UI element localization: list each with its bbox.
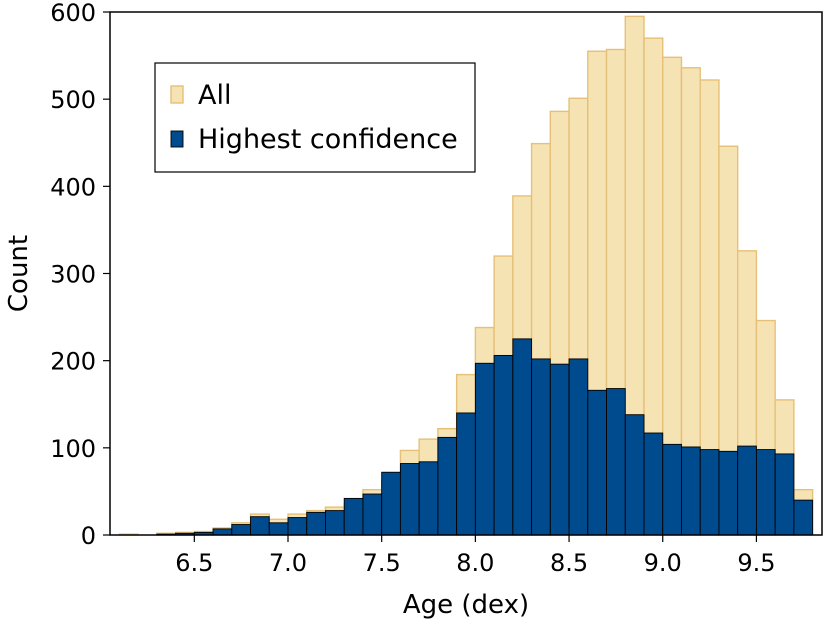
bar-highest-confidence-31 [699, 449, 720, 536]
bar-highest-confidence-21 [512, 338, 533, 536]
x-tick-label: 6.5 [175, 549, 213, 577]
bar-highest-confidence-14 [381, 471, 401, 536]
bars-highest-confidence-series [156, 338, 814, 536]
y-tick-label: 200 [50, 348, 96, 376]
bar-highest-confidence-25 [587, 389, 607, 536]
x-axis: 6.5 7.0 7.5 8.0 8.5 9.0 9.5 [175, 535, 776, 577]
bar-highest-confidence-13 [362, 493, 383, 536]
legend-label-all: All [198, 80, 231, 111]
bar-highest-confidence-24 [568, 358, 589, 536]
y-axis: 0 100 200 300 400 500 600 [50, 0, 110, 550]
bar-highest-confidence-9 [287, 517, 308, 536]
bar-highest-confidence-22 [531, 358, 551, 536]
bar-highest-confidence-7 [250, 516, 270, 536]
bar-highest-confidence-29 [662, 443, 682, 536]
x-tick-label: 9.5 [737, 549, 775, 577]
y-tick-label: 600 [50, 0, 96, 27]
x-axis-label: Age (dex) [403, 590, 529, 620]
bar-highest-confidence-26 [606, 388, 626, 536]
x-tick-label: 7.0 [269, 549, 307, 577]
legend: All Highest confidence [154, 62, 476, 173]
legend-swatch-highest-confidence [170, 130, 184, 148]
bar-highest-confidence-27 [624, 414, 645, 536]
bar-highest-confidence-17 [437, 436, 458, 536]
y-tick-label: 400 [50, 173, 96, 201]
bar-highest-confidence-30 [681, 446, 701, 536]
bar-highest-confidence-33 [737, 445, 757, 536]
bar-highest-confidence-11 [325, 510, 345, 536]
bar-highest-confidence-20 [493, 354, 514, 536]
bar-highest-confidence-6 [231, 524, 251, 536]
bar-highest-confidence-36 [793, 499, 814, 536]
x-tick-label: 7.5 [363, 549, 401, 577]
y-tick-label: 300 [50, 261, 96, 289]
bar-highest-confidence-23 [549, 363, 570, 536]
y-axis-label: Count [4, 235, 34, 312]
bar-highest-confidence-19 [474, 362, 495, 536]
bar-highest-confidence-32 [718, 450, 739, 536]
x-tick-label: 8.0 [456, 549, 494, 577]
x-tick-label: 8.5 [550, 549, 588, 577]
bar-highest-confidence-18 [456, 412, 476, 536]
y-tick-label: 100 [50, 435, 96, 463]
legend-label-highest-confidence: Highest confidence [198, 124, 458, 155]
bar-highest-confidence-12 [343, 497, 364, 536]
legend-box [154, 62, 476, 173]
bar-highest-confidence-34 [755, 449, 776, 536]
bar-highest-confidence-8 [268, 522, 289, 536]
bar-highest-confidence-35 [774, 453, 795, 536]
bar-highest-confidence-5 [212, 528, 233, 536]
y-tick-label: 500 [50, 86, 96, 114]
y-tick-label: 0 [81, 522, 96, 550]
bar-highest-confidence-15 [399, 463, 420, 536]
bar-highest-confidence-10 [306, 511, 326, 536]
x-tick-label: 9.0 [644, 549, 682, 577]
bar-highest-confidence-28 [643, 432, 664, 536]
bar-highest-confidence-16 [418, 461, 439, 536]
legend-swatch-all [170, 85, 184, 104]
